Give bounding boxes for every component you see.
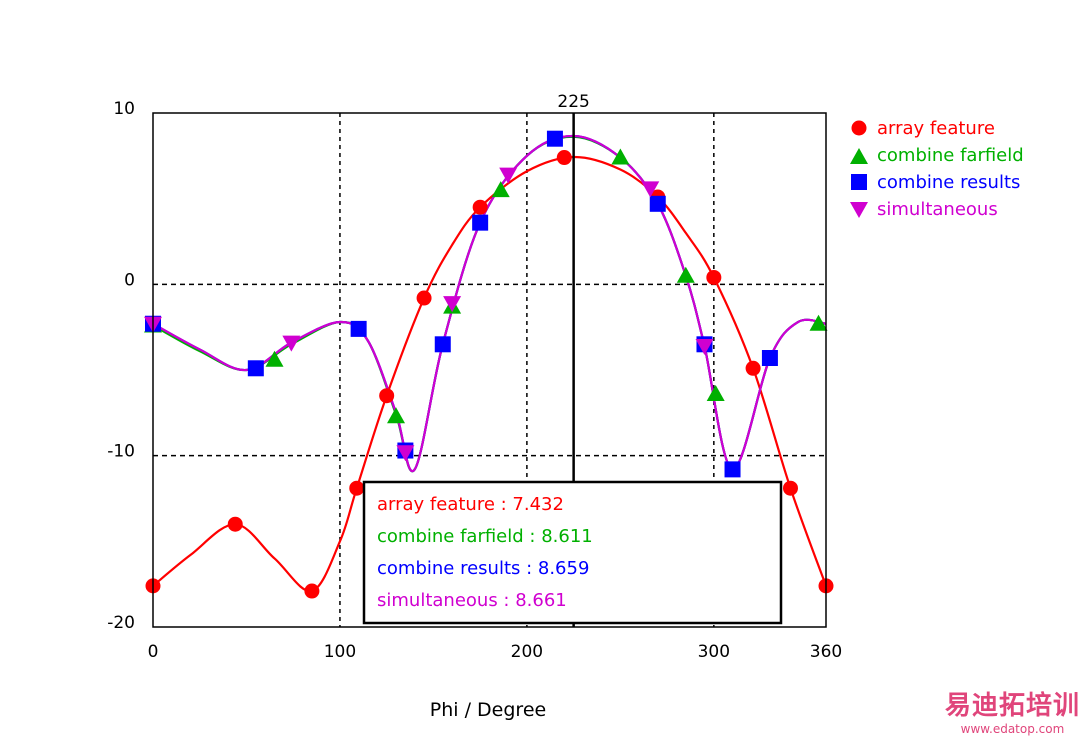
x-axis-label: Phi / Degree xyxy=(430,699,546,721)
marker-combine-farfield xyxy=(676,266,695,283)
watermark-title: 易迪拓培训 xyxy=(944,691,1080,721)
curve-combine-results xyxy=(152,134,827,473)
legend-marker xyxy=(851,174,867,190)
readout-line: combine results : 8.659 xyxy=(377,558,589,579)
watermark: 易迪拓培训 www.edatop.com xyxy=(945,685,1080,736)
marker-simultaneous xyxy=(499,167,518,184)
x-tick-label: 300 xyxy=(698,642,730,662)
marker-combine-farfield xyxy=(809,314,828,331)
legend-entry: combine farfield xyxy=(877,145,1024,166)
legend-marker xyxy=(850,202,868,218)
marker-combine-results xyxy=(649,195,666,212)
watermark-url: www.edatop.com xyxy=(960,722,1065,736)
plot-frame xyxy=(152,112,827,628)
legend-entry: simultaneous xyxy=(877,199,998,220)
marker-array-feature xyxy=(227,516,243,532)
marker-combine-farfield xyxy=(387,407,406,424)
x-tick-label: 200 xyxy=(511,642,543,662)
marker-combine-results xyxy=(247,360,264,377)
legend-entry: array feature xyxy=(877,118,995,139)
marker-simultaneous xyxy=(396,445,415,462)
marker-array-feature xyxy=(706,269,722,285)
y-tick-label: -10 xyxy=(107,442,135,462)
y-tick-label: 10 xyxy=(113,99,135,119)
x-tick-label: 360 xyxy=(810,642,842,662)
readout-line: array feature : 7.432 xyxy=(377,494,564,515)
marker-array-feature xyxy=(416,290,432,306)
marker-simultaneous xyxy=(282,335,301,352)
marker-array-feature xyxy=(304,583,320,599)
marker-combine-farfield xyxy=(611,148,630,165)
marker-simultaneous xyxy=(695,339,714,356)
y-tick-label: -20 xyxy=(107,613,135,633)
marker-combine-results xyxy=(472,214,489,231)
curve-simultaneous xyxy=(152,134,827,473)
marker-combine-results xyxy=(724,461,741,478)
marker-combine-farfield xyxy=(491,181,510,198)
marker-combine-results xyxy=(546,130,563,147)
marker-array-feature xyxy=(556,150,572,166)
legend: array feature combine farfield combine res… xyxy=(850,118,1024,220)
legend-marker xyxy=(850,148,868,164)
legend-entry: combine results xyxy=(877,172,1020,193)
x-tick-label: 100 xyxy=(324,642,356,662)
curve-array-feature xyxy=(152,155,828,593)
readout-box xyxy=(362,480,783,625)
marker-array-feature xyxy=(745,360,761,376)
marker-array-feature xyxy=(379,388,395,404)
marker-combine-farfield xyxy=(706,384,725,401)
cursor-readout-box: array feature : 7.432 combine farfield : … xyxy=(362,480,783,625)
x-tick-label: 0 xyxy=(148,642,159,662)
marker-combine-results xyxy=(434,336,451,353)
marker-combine-farfield xyxy=(265,350,284,367)
marker-array-feature xyxy=(472,199,488,215)
plot-border xyxy=(152,112,827,628)
y-tick-label: 0 xyxy=(124,270,135,290)
marker-simultaneous xyxy=(641,181,660,198)
marker-simultaneous xyxy=(443,296,462,313)
readout-line: combine farfield : 8.611 xyxy=(377,526,593,547)
readout-line: simultaneous : 8.661 xyxy=(377,590,567,611)
cursor-label: 225 xyxy=(557,92,589,112)
marker-combine-results xyxy=(761,350,778,367)
legend-marker xyxy=(851,120,867,136)
marker-array-feature xyxy=(349,480,365,496)
marker-combine-results xyxy=(350,320,367,337)
curve-combine-farfield xyxy=(152,135,827,473)
marker-array-feature xyxy=(782,480,798,496)
